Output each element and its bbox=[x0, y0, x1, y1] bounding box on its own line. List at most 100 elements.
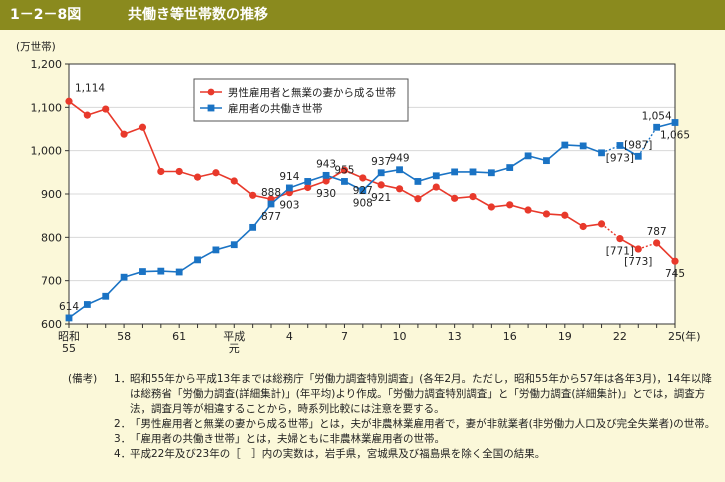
data-point bbox=[451, 168, 459, 176]
plot-frame bbox=[68, 63, 676, 325]
data-point bbox=[285, 184, 293, 192]
data-label: [771] bbox=[606, 246, 634, 258]
data-point bbox=[414, 195, 422, 203]
data-point bbox=[524, 152, 532, 160]
data-point bbox=[83, 111, 91, 119]
footnote-number: 4． bbox=[114, 448, 132, 460]
data-point bbox=[139, 268, 146, 275]
data-point bbox=[322, 177, 330, 185]
data-point bbox=[671, 119, 679, 126]
data-point bbox=[395, 185, 404, 193]
line-chart: 600 700 800 900 1,000 1,100 1,200 昭和55 58 61 平成元 4 7… bbox=[16, 40, 701, 355]
legend-box bbox=[193, 78, 409, 122]
data-point bbox=[230, 241, 238, 249]
x-tick-label: 平成 bbox=[223, 330, 245, 343]
figure-header: 1－2－8図 共働き等世帯数の推移 bbox=[0, 0, 725, 30]
figure-number: 1－2－8図 bbox=[10, 7, 82, 23]
data-point bbox=[377, 181, 385, 189]
data-point bbox=[451, 194, 459, 202]
data-point bbox=[193, 173, 202, 181]
data-label: 1,054 bbox=[642, 110, 672, 122]
footnote-number: 3． bbox=[114, 433, 132, 445]
footnote-item: (備考) 1． 昭和55年から平成13年までは総務庁「労働力調査特別調査」(各年2月… bbox=[68, 372, 718, 417]
footnote-number: 1． bbox=[114, 373, 132, 385]
data-point bbox=[249, 223, 257, 231]
data-point bbox=[597, 220, 606, 228]
data-point bbox=[65, 314, 73, 322]
y-tick-label: 1,200 bbox=[31, 58, 63, 71]
data-point bbox=[396, 166, 403, 174]
data-point bbox=[194, 256, 201, 264]
x-tick-label: 19 bbox=[558, 330, 572, 343]
data-label: 955 bbox=[334, 164, 354, 176]
data-point bbox=[543, 157, 550, 165]
series-link-dashed bbox=[637, 126, 658, 157]
data-point bbox=[102, 292, 110, 300]
data-label: 745 bbox=[665, 268, 685, 280]
series-2 bbox=[65, 119, 679, 322]
x-tick-label: 22 bbox=[613, 330, 627, 343]
data-label: 888 bbox=[261, 187, 281, 199]
data-label: 943 bbox=[316, 158, 336, 170]
x-tick-label: 61 bbox=[172, 330, 186, 343]
data-label: 903 bbox=[279, 200, 299, 212]
data-point bbox=[340, 166, 349, 174]
y-tick-label: 1,000 bbox=[31, 145, 63, 158]
data-point bbox=[138, 123, 147, 131]
data-point bbox=[212, 246, 220, 254]
data-label: 787 bbox=[647, 226, 667, 238]
data-point bbox=[653, 123, 661, 131]
data-point bbox=[65, 97, 73, 105]
footnote-text: 「男性雇用者と無業の妻から成る世帯」とは，夫が非農林業雇用者で，妻が非就業者(非… bbox=[130, 418, 716, 430]
data-label: 930 bbox=[316, 188, 336, 200]
y-axis-label: (万世帯) bbox=[16, 40, 56, 53]
footnote-text: 平成22年及び23年の［ ］内の実数は，岩手県，宮城県及び福島県を除く全国の結果… bbox=[130, 448, 546, 460]
data-point bbox=[671, 257, 679, 265]
footnotes: (備考) 1． 昭和55年から平成13年までは総務庁「労働力調査特別調査」(各年2月… bbox=[68, 372, 718, 462]
data-point bbox=[579, 142, 587, 150]
data-label: 927 bbox=[353, 185, 373, 197]
x-tick-label: 10 bbox=[393, 330, 407, 343]
data-point bbox=[616, 235, 624, 243]
data-point bbox=[322, 171, 330, 179]
data-label: 937 bbox=[371, 156, 391, 168]
footnote-item: 3． 「雇用者の共働き世帯」とは，夫婦ともに非農林業雇用者の世帯。 bbox=[68, 432, 718, 447]
footnote-text: 「雇用者の共働き世帯」とは，夫婦ともに非農林業雇用者の世帯。 bbox=[130, 433, 445, 445]
legend-swatch-marker bbox=[207, 88, 215, 96]
legend-label: 雇用者の共働き世帯 bbox=[228, 102, 323, 115]
x-axis-label: (年) bbox=[681, 329, 701, 343]
data-point bbox=[579, 222, 587, 231]
data-point bbox=[120, 130, 128, 138]
data-label: 914 bbox=[279, 171, 299, 183]
data-label: 908 bbox=[353, 198, 373, 210]
data-label: [773] bbox=[624, 256, 652, 268]
data-point bbox=[359, 174, 367, 182]
x-tick-label: 55 bbox=[62, 342, 76, 355]
data-point bbox=[175, 268, 183, 276]
data-label: 921 bbox=[371, 192, 391, 204]
data-point bbox=[561, 211, 569, 219]
footnote-item: 2． 「男性雇用者と無業の妻から成る世帯」とは，夫が非農林業雇用者で，妻が非就業者… bbox=[68, 417, 718, 432]
data-point bbox=[157, 167, 165, 176]
footnote-text: 昭和55年から平成13年までは総務庁「労働力調査特別調査」(各年2月。ただし，昭… bbox=[130, 373, 712, 415]
y-tick-label: 600 bbox=[41, 318, 62, 331]
data-point bbox=[506, 164, 514, 171]
data-point bbox=[469, 193, 477, 201]
data-point bbox=[212, 169, 220, 177]
data-label: 614 bbox=[59, 301, 79, 313]
data-point bbox=[634, 152, 642, 160]
data-point bbox=[487, 169, 495, 177]
x-tick-label: 4 bbox=[286, 330, 293, 343]
data-point bbox=[542, 210, 551, 218]
data-point bbox=[304, 183, 312, 192]
x-tick-label: 16 bbox=[503, 330, 517, 343]
chart-series bbox=[65, 97, 679, 322]
figure-title: 共働き等世帯数の推移 bbox=[128, 7, 268, 23]
footnote-item: 4． 平成22年及び23年の［ ］内の実数は，岩手県，宮城県及び福島県を除く全国の… bbox=[68, 447, 718, 462]
data-point bbox=[598, 149, 605, 157]
data-point bbox=[524, 206, 532, 214]
y-tick-label: 900 bbox=[41, 188, 62, 201]
y-tick-label: 700 bbox=[41, 275, 62, 288]
data-point bbox=[469, 168, 477, 176]
data-point bbox=[432, 183, 440, 191]
